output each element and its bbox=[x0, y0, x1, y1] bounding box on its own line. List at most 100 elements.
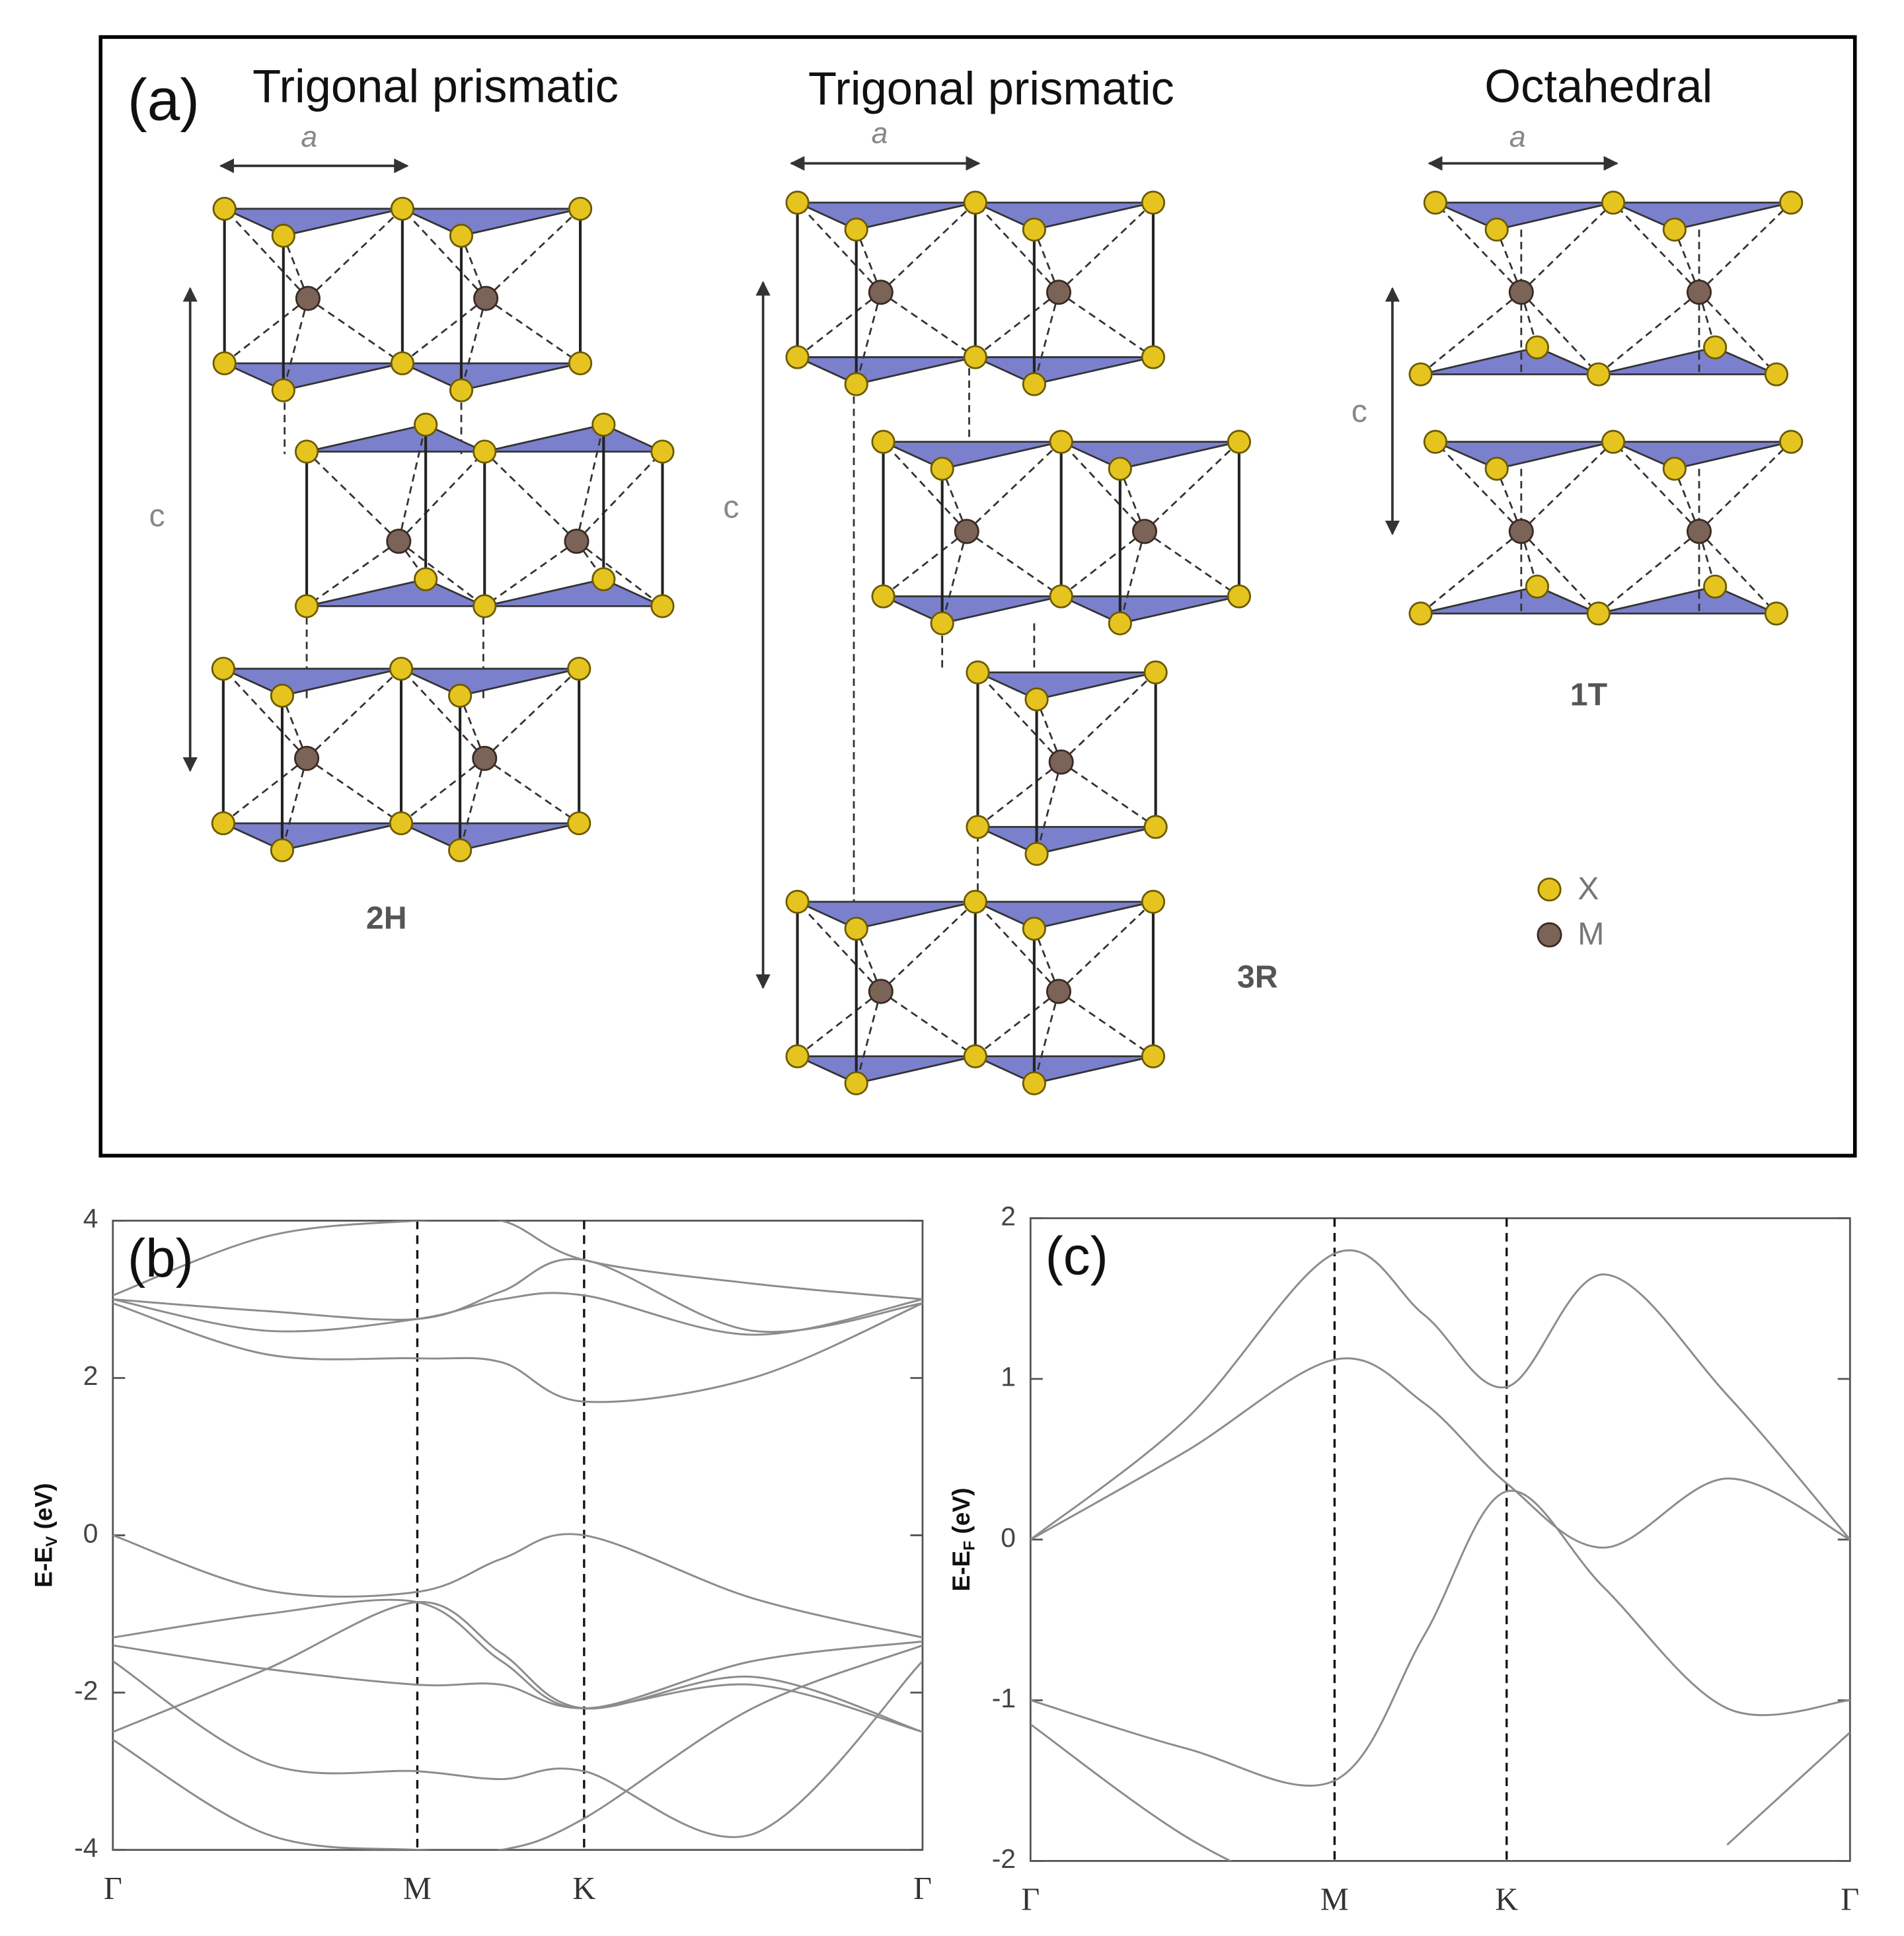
atom-x bbox=[568, 351, 593, 375]
bond-dashed bbox=[880, 901, 976, 992]
face bbox=[882, 595, 1062, 624]
atom-x bbox=[1703, 335, 1728, 359]
face bbox=[975, 1055, 1154, 1084]
bond-dashed bbox=[401, 207, 487, 299]
bond-dashed bbox=[882, 531, 968, 597]
atom-x bbox=[1049, 584, 1073, 609]
bond-dashed bbox=[1698, 441, 1792, 533]
bond-dashed bbox=[1058, 202, 1154, 293]
band bbox=[1030, 1357, 1850, 1549]
bond-dashed bbox=[1520, 531, 1539, 587]
y-axis-label-sub: V bbox=[43, 1536, 61, 1547]
y-tick-label: -4 bbox=[74, 1832, 98, 1863]
atom-x bbox=[1024, 842, 1049, 866]
bond-dashed bbox=[1119, 531, 1146, 624]
atom-x bbox=[1586, 601, 1611, 626]
atom-m bbox=[1686, 519, 1712, 544]
bond-dashed bbox=[1058, 990, 1154, 1057]
bond-dashed bbox=[882, 441, 968, 533]
atom-x bbox=[963, 190, 987, 215]
bond-dashed bbox=[400, 668, 486, 759]
face bbox=[1613, 202, 1792, 231]
bond-dashed bbox=[880, 291, 976, 358]
atom-x bbox=[591, 567, 616, 591]
y-tick-label: 2 bbox=[1001, 1201, 1016, 1231]
atom-x bbox=[871, 584, 895, 609]
atom-x bbox=[844, 372, 868, 396]
bond-dashed bbox=[485, 207, 581, 299]
bond-dashed bbox=[223, 207, 309, 299]
face bbox=[484, 424, 663, 453]
face bbox=[1435, 202, 1614, 231]
x-tick-label: Γ bbox=[104, 1871, 122, 1906]
atom-x bbox=[650, 594, 675, 618]
atom-x bbox=[1764, 601, 1789, 626]
atom-m bbox=[954, 519, 979, 544]
face bbox=[975, 202, 1154, 231]
band bbox=[112, 1220, 923, 1300]
atom-x bbox=[448, 838, 473, 862]
atom-m bbox=[868, 279, 894, 305]
panel-label: (c) bbox=[1046, 1226, 1108, 1286]
band bbox=[112, 1258, 923, 1333]
bond-dashed bbox=[1060, 671, 1157, 763]
face bbox=[1598, 346, 1777, 375]
atom-x bbox=[785, 1044, 810, 1068]
face bbox=[977, 671, 1156, 700]
bond-dashed bbox=[974, 291, 1059, 358]
bond-dashed bbox=[941, 531, 968, 624]
atom-x bbox=[390, 351, 414, 375]
atom-m bbox=[1508, 519, 1534, 544]
y-tick-label: 1 bbox=[1001, 1362, 1016, 1392]
atom-x bbox=[1022, 916, 1046, 941]
face bbox=[977, 826, 1156, 855]
bands bbox=[112, 1220, 923, 1850]
band bbox=[1030, 1249, 1850, 1541]
atom-x bbox=[963, 1044, 987, 1068]
bond-dashed bbox=[484, 540, 578, 607]
atom-x bbox=[1484, 217, 1509, 242]
bond-dashed bbox=[484, 757, 580, 825]
y-tick-label: 4 bbox=[83, 1203, 98, 1234]
face bbox=[1420, 585, 1599, 614]
face bbox=[224, 207, 403, 237]
bond-dashed bbox=[974, 990, 1059, 1057]
bond-dashed bbox=[966, 531, 1062, 597]
bond-dashed bbox=[1420, 291, 1522, 375]
atom-x bbox=[567, 656, 591, 681]
atom-x bbox=[1108, 457, 1132, 481]
lattice-c: c bbox=[1352, 394, 1367, 429]
bond-dashed bbox=[1520, 202, 1615, 293]
bond-dashed bbox=[1597, 291, 1700, 375]
bond-dashed bbox=[796, 291, 882, 358]
atom-x bbox=[270, 683, 295, 708]
lattice-c: c bbox=[149, 498, 165, 533]
y-tick-label: 0 bbox=[83, 1518, 98, 1548]
lattice-a: a bbox=[1509, 121, 1526, 153]
x-tick-label: Γ bbox=[1841, 1882, 1859, 1917]
bond-dashed bbox=[576, 451, 664, 542]
bond-dashed bbox=[306, 540, 400, 607]
bond-dashed bbox=[1613, 441, 1700, 533]
atom-x bbox=[414, 412, 438, 437]
bands bbox=[1030, 1249, 1850, 1861]
x-tick-label: M bbox=[1320, 1882, 1349, 1917]
panel-a-frame bbox=[98, 35, 1857, 1158]
atom-x bbox=[1141, 889, 1166, 914]
atom-m bbox=[295, 285, 321, 311]
y-tick-label: 2 bbox=[83, 1360, 98, 1391]
bond-dashed bbox=[1520, 291, 1599, 375]
y-tick-label: -1 bbox=[992, 1683, 1016, 1713]
bond-dashed bbox=[400, 757, 486, 825]
bond-dashed bbox=[974, 901, 1060, 992]
y-axis-label-unit: (eV) bbox=[947, 1488, 975, 1541]
bond-dashed bbox=[880, 202, 976, 293]
band bbox=[112, 1292, 923, 1336]
atom-m bbox=[1048, 749, 1074, 775]
atom-x bbox=[271, 223, 295, 248]
atom-m bbox=[564, 529, 590, 554]
bond-dashed bbox=[1434, 441, 1522, 533]
atom-x bbox=[448, 683, 473, 708]
atom-x bbox=[1049, 429, 1073, 454]
bond-dashed bbox=[1144, 531, 1240, 597]
